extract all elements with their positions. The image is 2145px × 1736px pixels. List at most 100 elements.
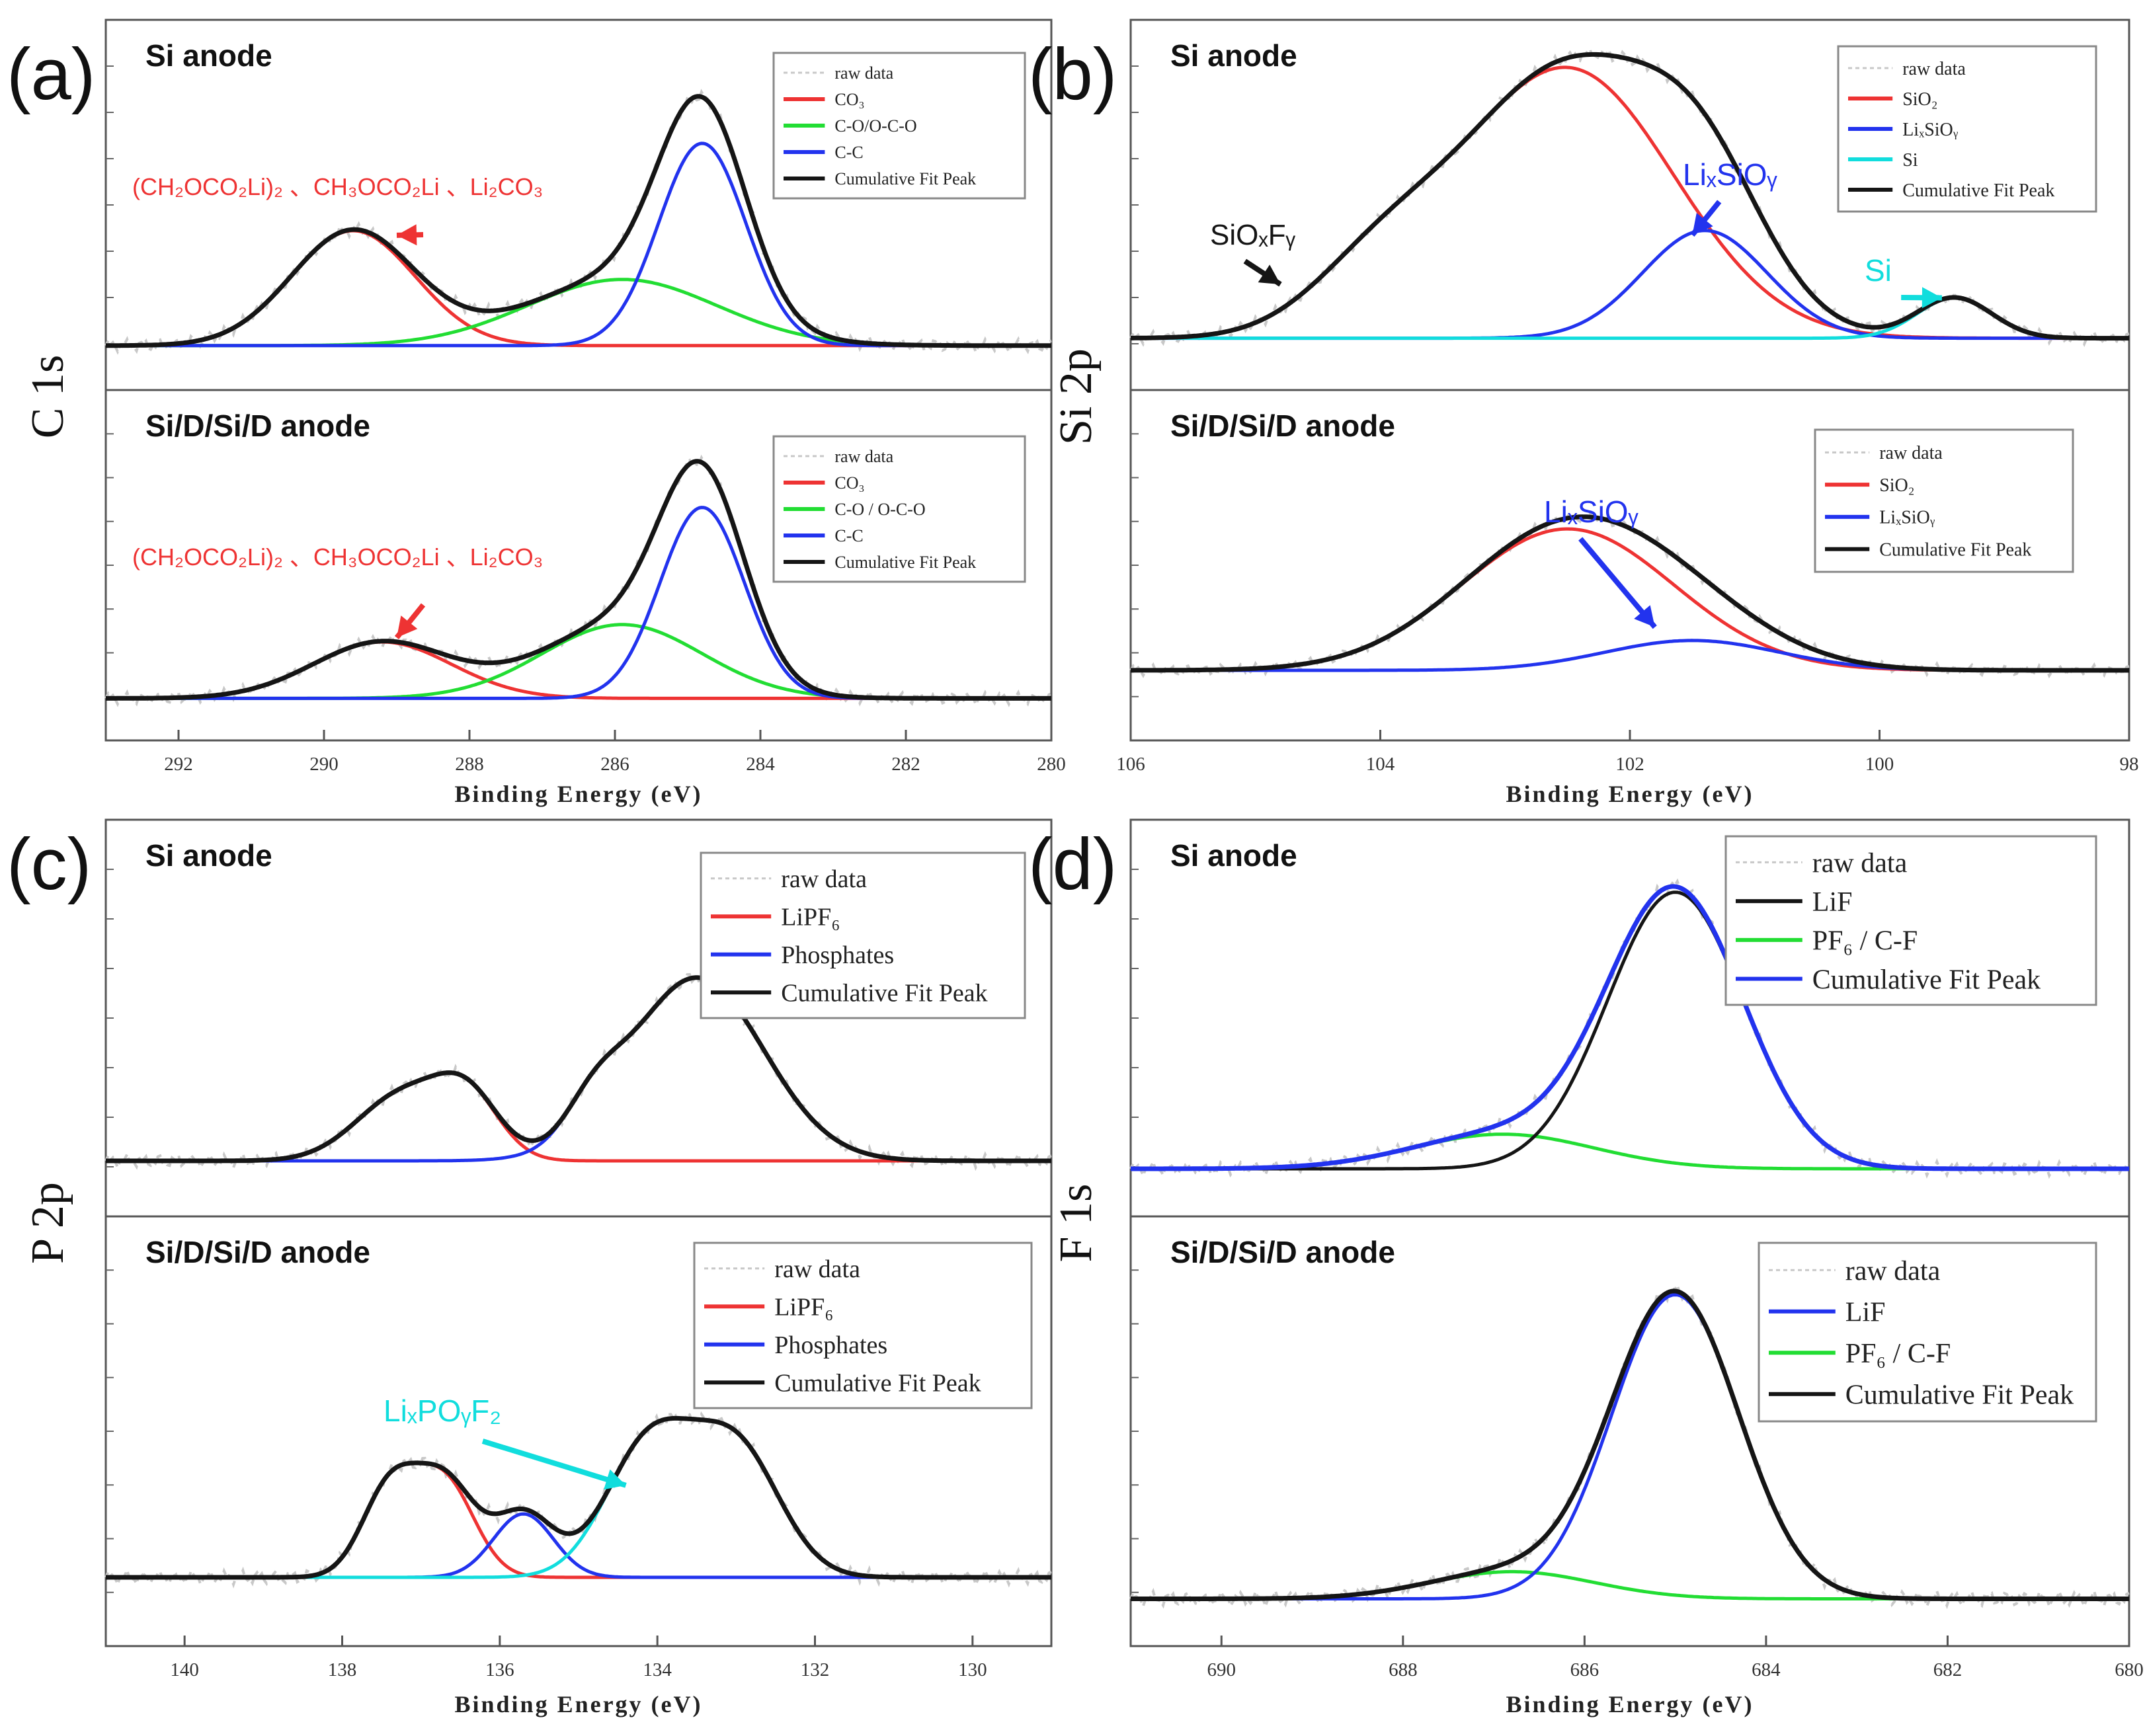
subplot-title: Si anode <box>1170 838 1297 873</box>
subplot-title: Si anode <box>1170 38 1297 73</box>
series-line-cumulative-fit-peak <box>1130 52 2130 341</box>
x-tick-label: 100 <box>1865 754 1894 775</box>
subplot-title: Si/D/Si/D anode <box>1170 1235 1395 1269</box>
legend-label: raw data <box>834 63 893 83</box>
subplot-bottom: Si/D/Si/D anode raw data CO₃ C-O / O-C-O C-C… <box>104 409 1052 708</box>
legend-label: LiₓSiOᵧ <box>1879 508 1935 528</box>
legend-label: Phosphates <box>774 1331 887 1359</box>
series-line-lipf- <box>106 1461 1051 1579</box>
legend-label: Cumulative Fit Peak <box>774 1370 981 1398</box>
series-line-cumulative-fit-peak <box>105 459 1052 701</box>
annotation-arrowhead <box>1634 605 1655 627</box>
subplot-top: Si anode raw data LiPF₆ Phosphates Cumulativ… <box>104 838 1052 1171</box>
annotation-arrowhead <box>1692 213 1713 235</box>
annotation-label: (CH₂OCO₂Li)₂ 、CH₃OCO₂Li 、Li₂CO₃ <box>132 173 543 200</box>
x-tick-label: 288 <box>455 754 484 775</box>
legend-label: raw data <box>781 865 867 893</box>
raw-data-line <box>104 89 1052 356</box>
subplot-bottom: Si/D/Si/D anode raw data LiF PF₆ / C-F Cumul… <box>1129 1235 2130 1610</box>
legend-label: PF₆ / C-F <box>1845 1339 1951 1369</box>
legend-label: LiₓSiOᵧ <box>1902 120 1959 140</box>
annotation-arrowhead <box>1922 287 1942 309</box>
x-tick-label: 686 <box>1570 1659 1599 1680</box>
subplot-title: Si/D/Si/D anode <box>145 409 370 443</box>
legend-label: C-O/O-C-O <box>834 116 916 136</box>
series-line-co- <box>106 229 1051 348</box>
x-tick-label: 130 <box>958 1659 987 1680</box>
legend-label: SiO₂ <box>1902 89 1937 110</box>
series-line-lipf- <box>106 1071 1051 1163</box>
annotation-label: SiOₓFᵧ <box>1210 219 1296 251</box>
panel-d: (d) F 1s 690 688 686 684 682 680 Binding Energy … <box>1028 818 2144 1717</box>
y-axis-label: Si 2p <box>1051 348 1102 445</box>
annotation-arrowhead <box>397 615 418 638</box>
legend-label: Cumulative Fit Peak <box>1902 180 2054 201</box>
raw-data-line <box>1129 47 2130 347</box>
x-axis-label: Binding Energy (eV) <box>1506 781 1754 807</box>
legend-label: Cumulative Fit Peak <box>1845 1380 2074 1410</box>
series-line-li-po-f- <box>106 1416 1051 1579</box>
legend-box <box>1758 1242 2097 1423</box>
legend-label: Cumulative Fit Peak <box>781 980 987 1007</box>
legend-label: CO₃ <box>834 473 864 493</box>
legend-label: CO₃ <box>834 90 864 109</box>
legend-label: PF₆ / C-F <box>1812 926 1918 957</box>
subplot-bottom: Si/D/Si/D anode raw data LiPF₆ Phosphates Cu… <box>104 1235 1052 1589</box>
x-tick-label: 98 <box>2120 754 2139 775</box>
series-line-cumulative-fit-peak <box>105 1415 1052 1580</box>
x-tick-label: 280 <box>1037 754 1066 775</box>
x-tick-label: 132 <box>801 1659 830 1680</box>
x-tick-label: 138 <box>328 1659 357 1680</box>
panel-label: (d) <box>1028 824 1117 905</box>
legend-label: Phosphates <box>781 941 894 969</box>
legend-label: raw data <box>1879 443 1943 463</box>
raw-data-line <box>104 1411 1052 1589</box>
x-axis-label: Binding Energy (eV) <box>454 1691 702 1717</box>
legend-box <box>693 1242 1033 1409</box>
annotation-label: (CH₂OCO₂Li)₂ 、CH₃OCO₂Li 、Li₂CO₃ <box>132 543 543 571</box>
x-tick-label: 134 <box>643 1659 672 1680</box>
legend-label: Si <box>1902 150 1918 171</box>
x-tick-label: 680 <box>2115 1659 2144 1680</box>
series-line-cumulative-fit-peak <box>1130 884 2130 1171</box>
x-tick-label: 102 <box>1615 754 1644 775</box>
x-tick-label: 684 <box>1752 1659 1781 1680</box>
series-line-pf-c-f <box>1131 1569 2129 1600</box>
series-line-phosphates <box>106 1512 1051 1579</box>
x-tick-label: 690 <box>1207 1659 1236 1680</box>
panel-label: (c) <box>7 824 91 905</box>
legend-label: Cumulative Fit Peak <box>834 169 976 188</box>
panel-c: (c) P 2p 140 138 136 134 132 130 Binding Energy … <box>7 818 1053 1717</box>
annotation-arrowhead <box>397 224 417 246</box>
annotation-label: LiₓPOᵧF₂ <box>384 1394 501 1428</box>
subplot-title: Si/D/Si/D anode <box>145 1235 370 1269</box>
legend-label: C-C <box>834 526 863 545</box>
x-tick-label: 286 <box>600 754 629 775</box>
series-line-cumulative-fit-peak <box>1130 1288 2130 1601</box>
series-line-pf-c-f <box>1131 1132 2129 1171</box>
subplot-bottom: Si/D/Si/D anode raw data SiO₂ LiₓSiOᵧ Cumula… <box>1129 409 2130 679</box>
subplot-top: Si anode raw data SiO₂ LiₓSiOᵧ Si Cumulative … <box>1129 38 2130 347</box>
legend-label: LiPF₆ <box>781 904 840 931</box>
legend-label: Cumulative Fit Peak <box>1812 965 2041 995</box>
legend-label: raw data <box>1902 59 1966 79</box>
legend-label: SiO₂ <box>1879 475 1914 496</box>
legend-label: LiF <box>1845 1297 1886 1327</box>
annotation-label: LiₓSiOᵧ <box>1544 494 1639 529</box>
legend-label: LiPF₆ <box>774 1294 833 1322</box>
legend-label: raw data <box>1812 848 1908 879</box>
annotation-label: LiₓSiOᵧ <box>1683 157 1778 192</box>
y-axis-label: P 2p <box>22 1182 73 1264</box>
subplot-top: Si anode raw data LiF PF₆ / C-F Cumulative F… <box>1129 835 2130 1179</box>
legend-label: C-C <box>834 143 863 162</box>
series-line-cumulative-fit-peak <box>105 975 1052 1164</box>
series-line-cumulative-fit-peak <box>1130 514 2130 673</box>
legend-label: C-O / O-C-O <box>834 500 925 519</box>
legend-label: Cumulative Fit Peak <box>834 553 976 572</box>
subplot-top: Si anode raw data CO₃ C-O/O-C-O C-C Cumulativ… <box>104 38 1052 356</box>
annotation-arrowhead <box>1258 264 1281 285</box>
legend-label: raw data <box>834 447 893 466</box>
x-tick-label: 688 <box>1389 1659 1418 1680</box>
x-axis-label: Binding Energy (eV) <box>454 781 702 807</box>
subplot-title: Si anode <box>145 38 272 73</box>
